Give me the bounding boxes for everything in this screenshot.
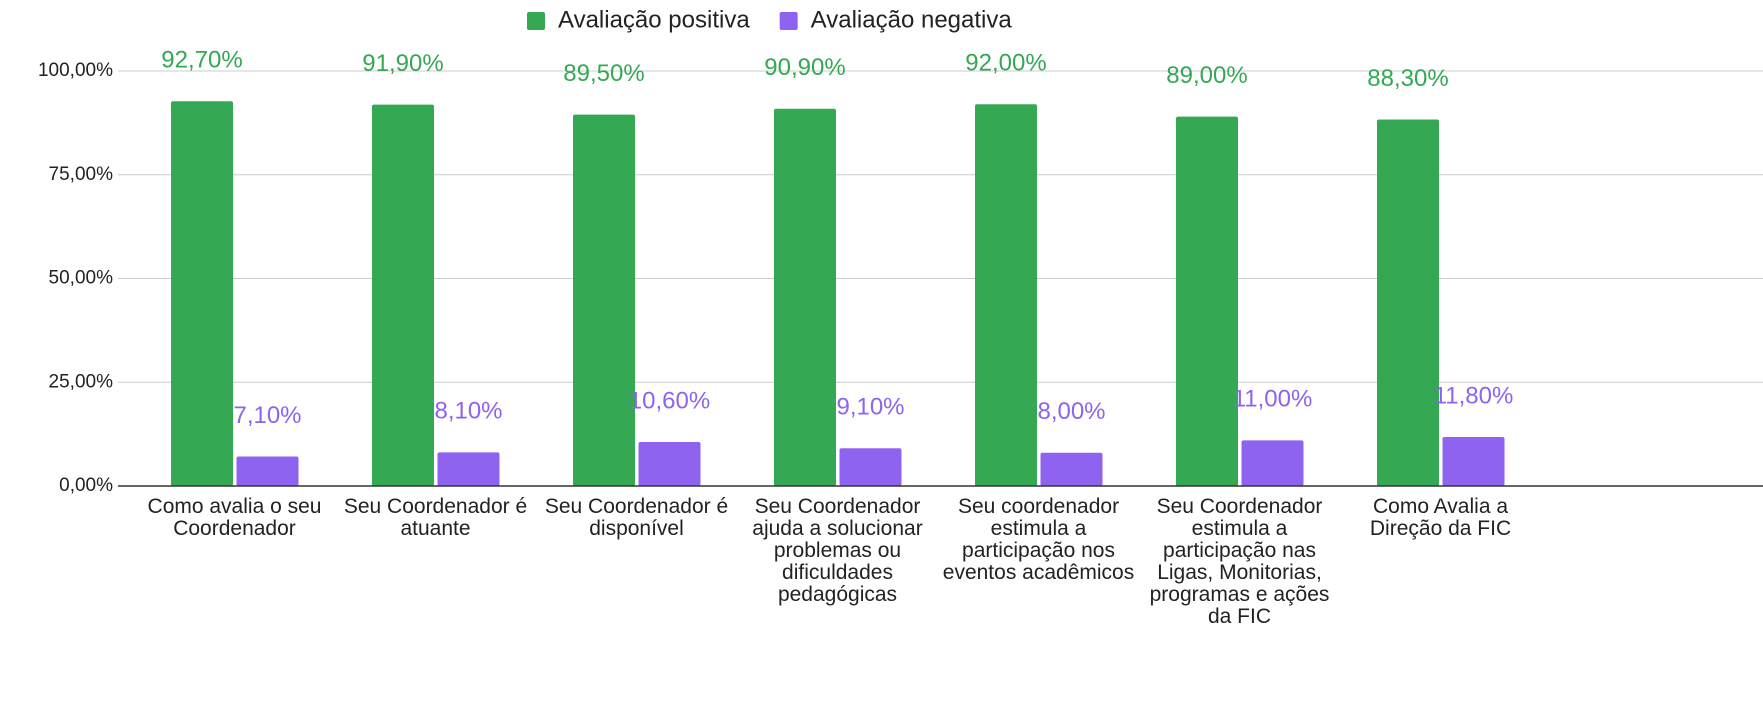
value-label: 89,00% <box>1166 62 1247 89</box>
value-label: 89,50% <box>563 60 644 87</box>
x-tick-label: Como avalia o seu Coordenador <box>147 495 322 540</box>
bar <box>1241 440 1304 486</box>
legend-label: Avaliação positiva <box>558 6 750 33</box>
bar <box>171 101 233 487</box>
y-tick-label: 75,00% <box>49 164 114 185</box>
bar <box>236 456 299 486</box>
legend-label: Avaliação negativa <box>811 6 1013 33</box>
bar <box>1377 119 1439 487</box>
bar <box>437 452 500 486</box>
value-label: 9,10% <box>836 394 904 421</box>
y-tick-label: 25,00% <box>49 371 114 392</box>
value-label: 11,00% <box>1233 386 1313 413</box>
bar <box>638 442 701 486</box>
value-label: 90,90% <box>764 54 845 81</box>
bar <box>975 104 1037 486</box>
x-tick-label: Seu Coordenador estimula a participação … <box>1149 495 1330 628</box>
bar <box>774 108 836 486</box>
value-label: 7,10% <box>233 402 301 429</box>
value-label: 11,80% <box>1434 382 1514 409</box>
value-label: 88,30% <box>1367 65 1448 92</box>
bar <box>1040 452 1103 486</box>
y-tick-label: 0,00% <box>59 475 113 496</box>
x-tick-label: Como Avalia a Direção da FIC <box>1369 495 1512 540</box>
value-label: 8,10% <box>434 398 502 425</box>
value-label: 92,00% <box>965 50 1046 77</box>
x-tick-label: Seu Coordenador é atuante <box>343 495 528 540</box>
x-tick-label: Seu coordenador estimula a participação … <box>942 495 1135 584</box>
y-tick-label: 50,00% <box>49 268 114 289</box>
bar <box>839 448 902 486</box>
bar <box>1442 437 1505 486</box>
value-label: 92,70% <box>161 47 242 74</box>
legend-swatch <box>779 12 798 30</box>
y-tick-label: 100,00% <box>38 60 113 81</box>
value-label: 10,60% <box>629 387 710 414</box>
value-label: 91,90% <box>362 50 443 77</box>
bar <box>573 114 635 486</box>
value-label: 8,00% <box>1037 398 1105 425</box>
x-tick-label: Seu Coordenador é disponível <box>544 495 729 540</box>
bar <box>372 104 434 487</box>
x-tick-label: Seu Coordenador ajuda a solucionar probl… <box>752 495 923 606</box>
bar <box>1176 116 1238 487</box>
legend-swatch <box>527 12 545 30</box>
